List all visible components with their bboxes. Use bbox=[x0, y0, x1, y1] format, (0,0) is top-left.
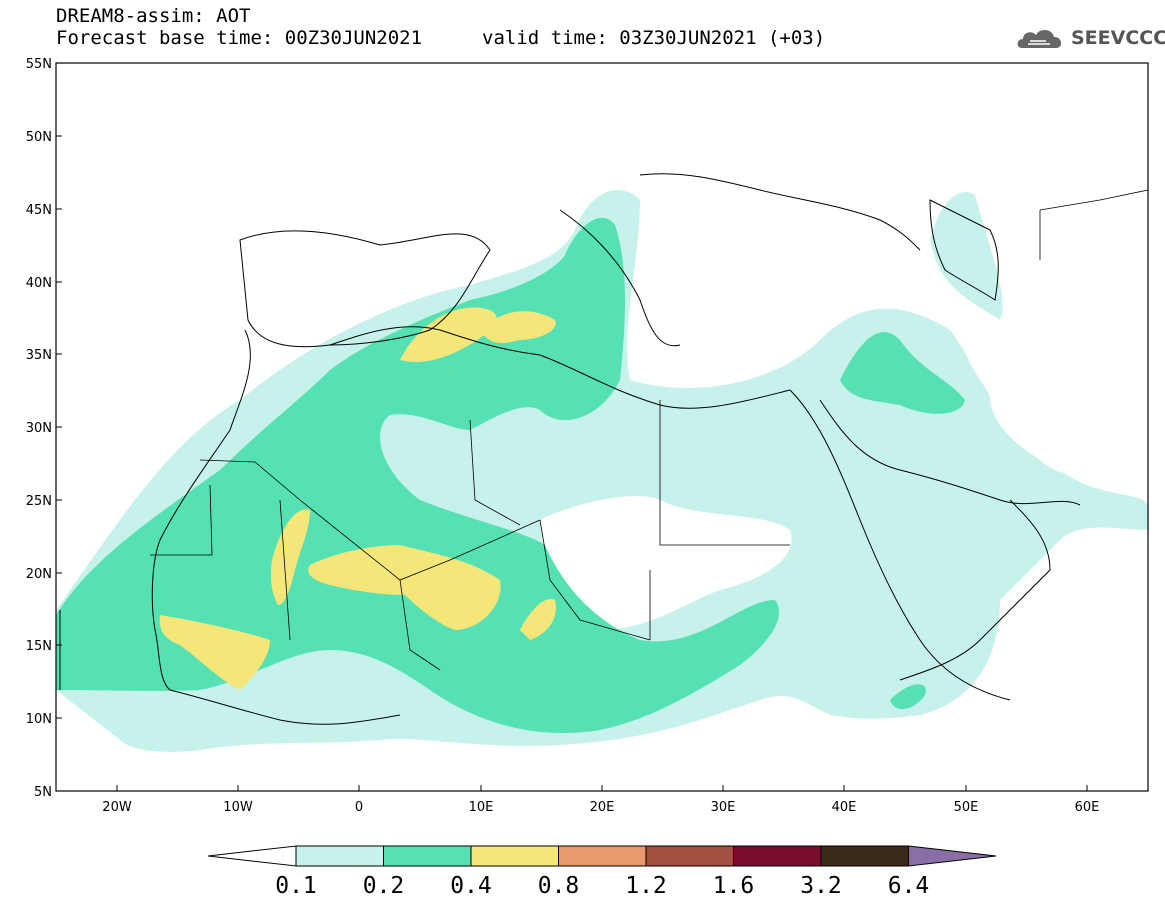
lat-label: 15N bbox=[26, 639, 52, 654]
colorbar-label: 1.2 bbox=[625, 873, 667, 899]
colorbar-segment bbox=[820, 845, 909, 867]
colorbar-left-arrow bbox=[207, 845, 297, 867]
colorbar-label: 1.6 bbox=[713, 873, 755, 899]
aot-field-high bbox=[159, 307, 556, 690]
lat-label: 5N bbox=[34, 785, 52, 800]
colorbar-label: 3.2 bbox=[800, 873, 842, 899]
colorbar-segment bbox=[733, 845, 822, 867]
lat-label: 10N bbox=[26, 712, 52, 727]
lat-label: 25N bbox=[26, 494, 52, 509]
lat-axis: 55N 50N 45N 40N 35N 30N 25N 20N 15N 10N … bbox=[26, 57, 62, 800]
colorbar-segment bbox=[558, 845, 647, 867]
colorbar-label: 6.4 bbox=[888, 873, 930, 899]
colorbar-label: 0.8 bbox=[538, 873, 580, 899]
valid-time: valid time: 03Z30JUN2021 (+03) bbox=[482, 27, 826, 49]
lon-label: 40E bbox=[832, 800, 857, 815]
coastlines bbox=[59, 173, 1081, 725]
colorbar-segment bbox=[383, 845, 472, 867]
colorbar-segment bbox=[295, 845, 384, 867]
lon-label: 50E bbox=[954, 800, 979, 815]
colorbar-right-arrow bbox=[908, 845, 997, 867]
cloud-logo-icon bbox=[1017, 29, 1062, 48]
lat-label: 50N bbox=[26, 130, 52, 145]
lon-label: 10W bbox=[223, 800, 253, 815]
lat-label: 35N bbox=[26, 348, 52, 363]
colorbar-label: 0.2 bbox=[363, 873, 405, 899]
colorbar-segment bbox=[470, 845, 559, 867]
lat-label: 55N bbox=[26, 57, 52, 72]
colorbar-labels: 0.1 0.2 0.4 0.8 1.2 1.6 3.2 6.4 bbox=[275, 873, 929, 899]
colorbar-label: 0.1 bbox=[275, 873, 317, 899]
lon-label: 20E bbox=[590, 800, 615, 815]
aot-field-mid bbox=[56, 217, 965, 734]
logo-text: SEEVCCC bbox=[1071, 27, 1165, 49]
lat-label: 40N bbox=[26, 276, 52, 291]
lon-label: 0 bbox=[355, 800, 363, 815]
lon-label: 20W bbox=[102, 800, 132, 815]
map-title: DREAM8-assim: AOT bbox=[56, 5, 251, 27]
colorbar-label: 0.4 bbox=[450, 873, 492, 899]
colorbar bbox=[207, 845, 997, 867]
aot-white-holes bbox=[540, 380, 1092, 630]
lon-axis: 20W 10W 0 10E 20E 30E 40E 50E 60E bbox=[102, 785, 1099, 815]
colorbar-segment bbox=[645, 845, 734, 867]
forecast-base-time: Forecast base time: 00Z30JUN2021 bbox=[56, 27, 423, 49]
lat-label: 20N bbox=[26, 567, 52, 582]
lon-label: 30E bbox=[711, 800, 736, 815]
country-borders bbox=[150, 189, 1149, 671]
lat-label: 30N bbox=[26, 421, 52, 436]
lat-label: 45N bbox=[26, 203, 52, 218]
lon-label: 10E bbox=[469, 800, 494, 815]
lon-label: 60E bbox=[1075, 800, 1100, 815]
